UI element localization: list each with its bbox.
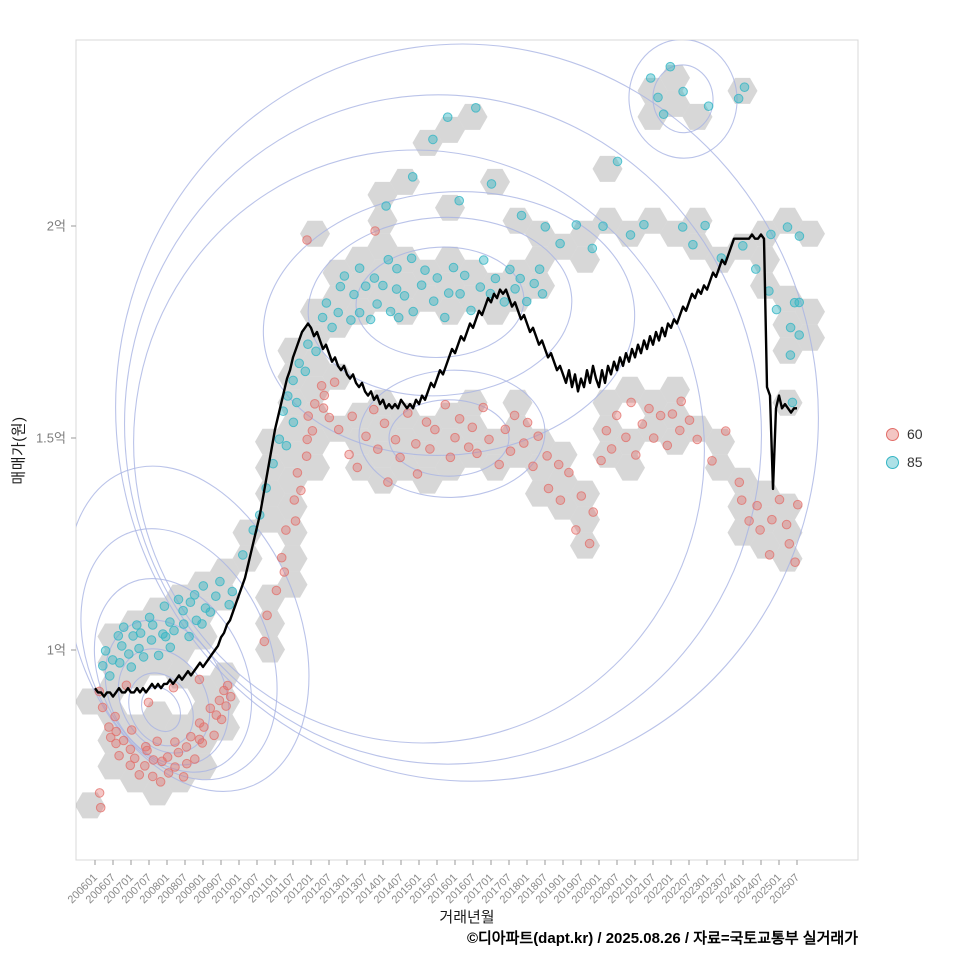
contour-layer: [76, 40, 819, 793]
svg-text:1.5억: 1.5억: [36, 431, 66, 446]
x-axis-title: 거래년월: [439, 909, 495, 926]
legend-item-60: 60: [886, 420, 923, 448]
legend-item-85: 85: [886, 448, 923, 476]
series-60-points: [94, 226, 803, 813]
y-axis-title: 매매가(원): [10, 416, 28, 485]
legend-swatch-85-icon: [886, 455, 899, 469]
svg-text:1억: 1억: [47, 643, 66, 658]
legend: 60 85: [886, 420, 923, 476]
source-caption: ©디아파트(dapt.kr) / 2025.08.26 / 자료=국토교통부 실…: [466, 930, 858, 947]
trend-line: [94, 233, 797, 698]
svg-text:2억: 2억: [47, 219, 66, 234]
legend-swatch-60-icon: [886, 427, 899, 441]
legend-label-60: 60: [907, 426, 923, 442]
legend-label-85: 85: [907, 454, 923, 470]
